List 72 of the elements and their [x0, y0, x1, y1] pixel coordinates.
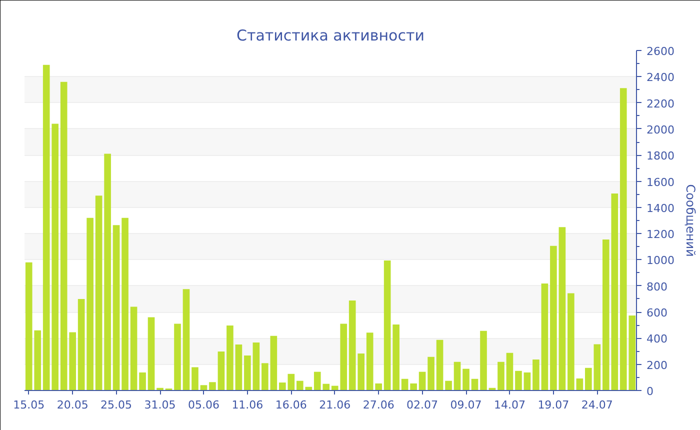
x-tick-label: 19.07 [538, 398, 570, 412]
bar [576, 378, 584, 390]
bar [86, 218, 94, 390]
y2-tick-label: 2600 [646, 45, 674, 58]
y2-axis-title: Сообщений [683, 184, 698, 257]
x-tick-label: 31.05 [144, 398, 176, 412]
x-tick-label: 09.07 [450, 398, 482, 412]
y2-tick-label: 400 [646, 332, 668, 346]
y2-tick-label: 200 [646, 358, 668, 372]
bar [558, 227, 566, 390]
bar [104, 154, 111, 390]
bar [532, 360, 540, 390]
y2-tick-label: 1800 [646, 150, 674, 163]
x-tick-label: 05.06 [188, 398, 220, 412]
bar [454, 362, 461, 390]
bar [480, 330, 487, 390]
y2-tick-label: 2400 [646, 71, 674, 84]
bar [436, 340, 444, 390]
bar [384, 260, 391, 390]
bar [498, 362, 504, 390]
y2-tick-label: 1600 [646, 176, 674, 189]
bar [392, 324, 400, 390]
bar [252, 342, 260, 390]
bar [410, 383, 417, 390]
x-tick-label: 20.05 [56, 398, 88, 412]
bar [209, 382, 216, 390]
bar [182, 289, 190, 390]
bar [78, 298, 85, 390]
bar [139, 372, 146, 390]
bar [95, 196, 102, 390]
bar [130, 306, 138, 390]
bar [218, 352, 225, 390]
bar [262, 363, 268, 390]
y2-tick-label: 1400 [646, 202, 674, 215]
bar [506, 352, 514, 390]
bar [445, 380, 452, 390]
bar [515, 370, 522, 390]
y2-tick-label: 1200 [646, 228, 674, 242]
bar [568, 293, 574, 390]
bar [541, 284, 548, 390]
bar [244, 355, 251, 390]
y2-tick-label: 2000 [646, 123, 674, 136]
bar [235, 344, 242, 390]
bar [471, 378, 478, 390]
x-tick-label: 21.06 [319, 398, 351, 412]
bar [148, 317, 155, 390]
bar [122, 218, 128, 390]
bar [112, 225, 120, 390]
chart-title: Статистика активности [236, 26, 424, 44]
bar [462, 368, 470, 390]
bar [270, 336, 278, 390]
x-tick-label: 15.05 [13, 398, 45, 412]
y2-tick-label: 1000 [646, 254, 674, 268]
y2-tick-label: 0 [646, 385, 654, 398]
bar [524, 372, 531, 390]
x-tick-label: 16.06 [275, 398, 307, 412]
bar [192, 367, 198, 390]
x-tick-label: 14.07 [494, 398, 526, 412]
bar [418, 372, 426, 390]
bar [174, 324, 181, 390]
y2-tick-label: 800 [646, 280, 668, 294]
bar [226, 326, 234, 390]
x-tick-label: 11.06 [232, 398, 264, 412]
bar [550, 246, 557, 390]
bar [428, 356, 434, 390]
x-tick-label: 27.06 [362, 398, 394, 412]
x-tick-label: 24.07 [581, 398, 613, 412]
y2-tick-label: 600 [646, 306, 668, 320]
x-tick-label: 25.05 [100, 398, 132, 412]
x-tick-label: 02.07 [406, 398, 438, 412]
y2-tick-label: 2200 [646, 97, 674, 110]
bar [401, 378, 408, 390]
